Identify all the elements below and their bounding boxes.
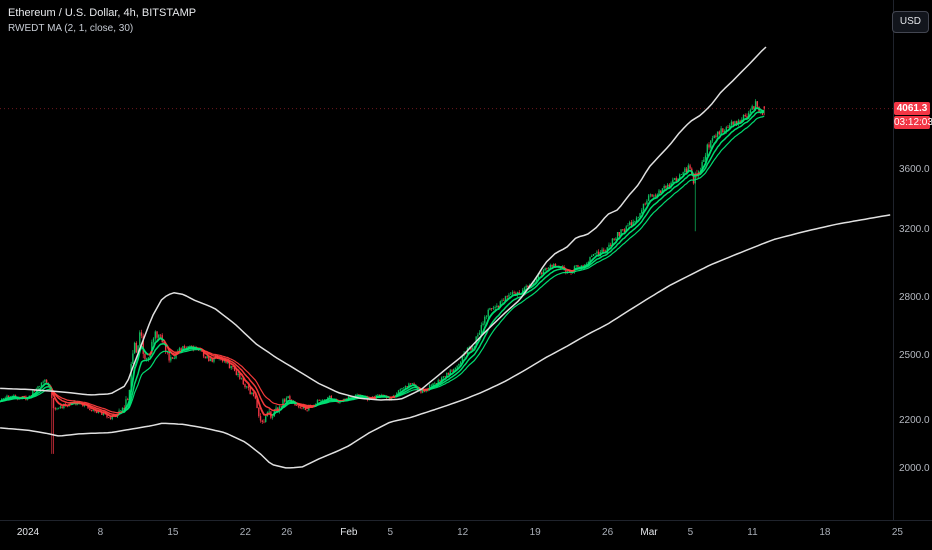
countdown-badge: 03:12:03 [894, 115, 932, 129]
time-axis-label: 18 [819, 527, 831, 538]
price-axis[interactable]: 4061.3 03:12:03 3600.0 3200.0 2800.0 2500.0… [893, 0, 932, 520]
ma-ribbon [0, 107, 765, 418]
chart-legend: Ethereum / U.S. Dollar, 4h, BITSTAMP RWE… [8, 5, 196, 36]
time-axis-label: 19 [529, 527, 541, 538]
time-axis-label: 11 [747, 527, 758, 538]
symbol-title[interactable]: Ethereum / U.S. Dollar, 4h, BITSTAMP [8, 7, 197, 19]
time-axis-label: 26 [602, 527, 614, 538]
time-axis-label: 26 [281, 527, 293, 538]
envelope-bands [0, 46, 891, 469]
time-axis[interactable]: 2024 8 15 22 26 Feb 5 12 19 26 Mar 5 11 18 25 [0, 520, 932, 550]
time-axis-label: Feb [340, 527, 358, 538]
price-axis-label: 3600.0 [899, 164, 930, 175]
time-axis-label: 5 [687, 527, 694, 538]
price-axis-label: 2000.0 [899, 463, 930, 475]
time-axis-label: 22 [239, 527, 251, 538]
upper-band-line [0, 46, 767, 401]
price-axis-label: 3200.0 [899, 224, 930, 235]
plot-layers [0, 46, 893, 469]
time-axis-label: 25 [891, 527, 903, 538]
time-axis-label: 5 [387, 527, 394, 538]
price-axis-label: 2800.0 [899, 292, 930, 304]
time-axis-label: Mar [640, 527, 658, 538]
last-price-badge: 4061.3 [894, 101, 930, 115]
time-axis-label: 2024 [16, 527, 40, 538]
time-axis-label: 15 [167, 527, 179, 538]
price-axis-label: 2500.0 [899, 349, 930, 361]
lower-band-line [0, 214, 891, 469]
currency-toggle-button[interactable]: USD [891, 11, 929, 33]
price-axis-label: 2200.0 [899, 414, 930, 426]
indicator-title[interactable]: RWEDT MA (2, 1, close, 30) [8, 23, 134, 34]
time-axis-label: 8 [97, 527, 104, 538]
time-axis-label: 12 [457, 527, 469, 538]
